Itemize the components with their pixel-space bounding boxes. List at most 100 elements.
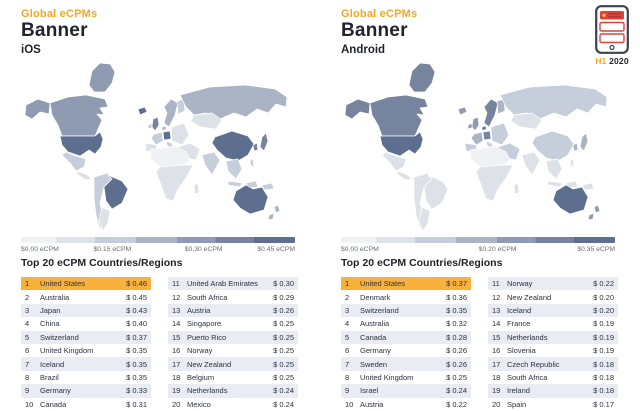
world-map-android bbox=[344, 62, 608, 232]
france-region bbox=[470, 131, 484, 146]
value-cell: $ 0.18 bbox=[593, 386, 614, 396]
argentina-region bbox=[98, 206, 111, 232]
rank-cell: 15 bbox=[492, 332, 501, 342]
greenland-region bbox=[88, 62, 116, 93]
country-cell: Austria bbox=[187, 305, 211, 315]
country-cell: Netherlands bbox=[187, 386, 228, 396]
table-row: 17 Czech Republic $ 0.18 bbox=[488, 357, 618, 371]
table-row: 12 South Africa $ 0.29 bbox=[168, 290, 298, 303]
country-cell: Puerto Rico bbox=[187, 332, 227, 342]
period-badge: H1 2020 bbox=[589, 5, 635, 66]
value-cell: $ 0.22 bbox=[446, 399, 467, 409]
rank-cell: 14 bbox=[492, 319, 501, 329]
country-cell: Ireland bbox=[507, 386, 530, 396]
country-cell: United States bbox=[40, 279, 86, 289]
scandinavia-region bbox=[483, 98, 499, 128]
country-cell: Sweden bbox=[360, 359, 388, 369]
rank-cell: 16 bbox=[492, 346, 501, 356]
rank-cell: 8 bbox=[25, 372, 30, 382]
country-cell: Australia bbox=[40, 292, 70, 302]
table-row: 7 Iceland $ 0.35 bbox=[21, 357, 151, 371]
table-row: 10 Austria $ 0.22 bbox=[341, 398, 471, 411]
eyebrow-global-ecpms: Global eCPMs bbox=[341, 8, 418, 20]
top20-table: 1 United States $ 0.46 2 Australia $ 0.45 3 Jap… bbox=[21, 277, 298, 411]
legend-tick: $0.30 eCPM bbox=[184, 246, 223, 253]
africa_n-region bbox=[149, 145, 191, 168]
country-cell: Germany bbox=[360, 346, 391, 356]
table-row: 15 Netherlands $ 0.19 bbox=[488, 330, 618, 344]
legend-tick: $0.45 eCPM bbox=[257, 246, 295, 253]
ecpm-legend: $0.00 eCPM $0.20 eCPM $0.35 eCPM bbox=[341, 237, 615, 256]
country-cell: United Kingdom bbox=[40, 346, 94, 356]
table-row: 18 Belgium $ 0.25 bbox=[168, 371, 298, 384]
country-cell: Norway bbox=[187, 346, 213, 356]
value-cell: $ 0.25 bbox=[446, 372, 467, 382]
table-row: 13 Iceland $ 0.20 bbox=[488, 303, 618, 318]
country-cell: Netherlands bbox=[507, 332, 548, 342]
india-region bbox=[521, 151, 541, 176]
australia-region bbox=[232, 184, 269, 215]
value-cell: $ 0.29 bbox=[273, 292, 294, 302]
rank-cell: 13 bbox=[172, 305, 181, 315]
east_europe-region bbox=[490, 122, 510, 146]
table-row: 1 United States $ 0.46 bbox=[21, 277, 151, 291]
iceland-region bbox=[137, 106, 148, 116]
rank-cell: 12 bbox=[172, 292, 181, 302]
philippines-region bbox=[249, 158, 255, 168]
png-region bbox=[581, 182, 595, 191]
table-row: 3 Japan $ 0.43 bbox=[21, 303, 151, 318]
table-row: 19 Ireland $ 0.18 bbox=[488, 384, 618, 398]
uk-region bbox=[471, 116, 480, 132]
country-cell: New Zealand bbox=[187, 359, 232, 369]
world-map-ios bbox=[24, 62, 288, 232]
rank-cell: 4 bbox=[345, 319, 350, 329]
ireland-region bbox=[467, 122, 473, 130]
country-cell: United States bbox=[360, 279, 406, 289]
denmark-region bbox=[481, 125, 487, 131]
world-map-slot bbox=[330, 56, 630, 234]
scandinavia-region bbox=[163, 98, 179, 128]
rank-cell: 4 bbox=[25, 319, 30, 329]
table-row: 5 Canada $ 0.28 bbox=[341, 330, 471, 344]
iceland-region bbox=[457, 106, 468, 116]
platform-label: iOS bbox=[21, 44, 41, 56]
madagascar-region bbox=[513, 182, 520, 195]
rank-cell: 18 bbox=[492, 372, 501, 382]
japan-region bbox=[259, 132, 269, 152]
ecpm-legend-labels: $0.00 eCPM $0.20 eCPM $0.35 eCPM bbox=[341, 246, 615, 256]
rank-cell: 18 bbox=[172, 372, 181, 382]
rank-cell: 5 bbox=[345, 332, 350, 342]
rank-cell: 14 bbox=[172, 319, 181, 329]
country-cell: United Kingdom bbox=[360, 372, 414, 382]
rank-cell: 5 bbox=[25, 332, 30, 342]
value-cell: $ 0.40 bbox=[126, 319, 147, 329]
rank-cell: 10 bbox=[25, 399, 34, 409]
country-cell: Belgium bbox=[187, 372, 215, 382]
rank-cell: 10 bbox=[345, 399, 354, 409]
rank-cell: 19 bbox=[172, 386, 181, 396]
value-cell: $ 0.33 bbox=[126, 386, 147, 396]
value-cell: $ 0.43 bbox=[126, 305, 147, 315]
country-cell: New Zealand bbox=[507, 292, 552, 302]
country-cell: France bbox=[507, 319, 531, 329]
usa-region bbox=[379, 131, 424, 157]
table-column-11-20: 11 Norway $ 0.22 12 New Zealand $ 0.20 13 Icela… bbox=[488, 277, 618, 411]
value-cell: $ 0.46 bbox=[126, 279, 147, 289]
rank-cell: 7 bbox=[345, 359, 350, 369]
legend-tick: $0.20 eCPM bbox=[478, 246, 517, 253]
legend-tick: $0.00 eCPM bbox=[341, 246, 379, 253]
table-title: Top 20 eCPM Countries/Regions bbox=[341, 257, 503, 269]
legend-tick: $0.15 eCPM bbox=[93, 246, 132, 253]
value-cell: $ 0.26 bbox=[273, 305, 294, 315]
value-cell: $ 0.17 bbox=[593, 399, 614, 409]
top20-table: 1 United States $ 0.37 2 Denmark $ 0.36 3 Switz… bbox=[341, 277, 618, 411]
russia-region bbox=[499, 84, 608, 120]
country-cell: China bbox=[40, 319, 60, 329]
table-row: 15 Puerto Rico $ 0.25 bbox=[168, 330, 298, 344]
country-cell: Austria bbox=[360, 399, 384, 409]
period-h1: H1 bbox=[595, 56, 607, 66]
east_europe-region bbox=[170, 122, 190, 146]
brazil-region bbox=[423, 174, 449, 210]
rank-cell: 20 bbox=[172, 399, 181, 409]
rank-cell: 13 bbox=[492, 305, 501, 315]
